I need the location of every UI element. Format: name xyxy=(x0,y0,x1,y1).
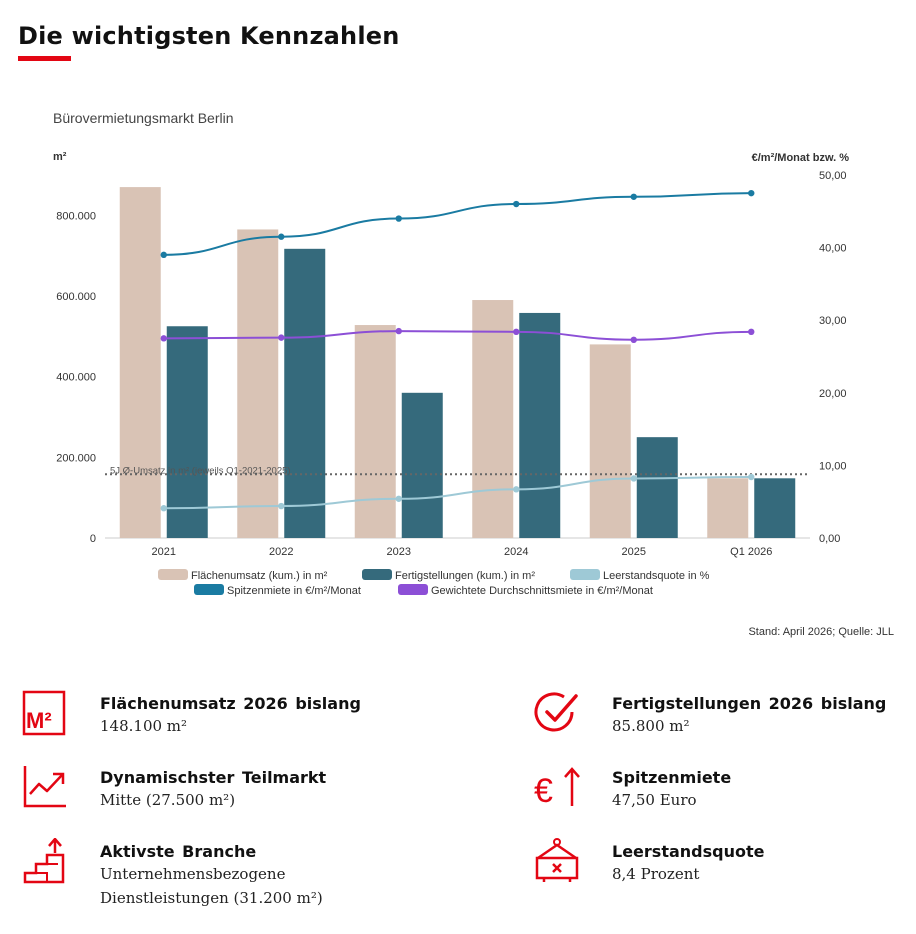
line-durchschnittsmiete xyxy=(163,330,752,341)
kpi-value: Mitte (27.500 m²) xyxy=(100,791,236,809)
kpi-value: Unternehmensbezogene xyxy=(100,865,286,883)
office-market-chart: Bürovermietungsmarkt Berlin m² €/m²/Mona… xyxy=(53,110,850,597)
legend-label: Fertigstellungen (kum.) in m² xyxy=(395,570,535,582)
point-spitzenmiete xyxy=(160,251,167,259)
point-durchschnittsmiete xyxy=(748,328,755,336)
y-right-tick-label: 30,00 xyxy=(819,315,847,327)
bar-fertigstellungen xyxy=(166,326,208,538)
point-spitzenmiete xyxy=(395,215,402,222)
bar-flaechenumsatz xyxy=(589,344,631,538)
bar-flaechenumsatz xyxy=(119,187,161,538)
title-accent-bar xyxy=(18,56,71,61)
x-tick-label: Q1 2026 xyxy=(730,546,772,558)
kpi-label: Dynamischster Teilmarkt xyxy=(100,768,327,787)
point-spitzenmiete xyxy=(513,200,520,208)
line-leerstandsquote xyxy=(163,476,752,510)
point-leerstandsquote xyxy=(630,475,637,482)
y-left-tick-label: 0 xyxy=(90,533,96,545)
kpi-label: Aktivste Branche xyxy=(100,842,257,861)
x-tick-label: 2022 xyxy=(269,546,293,558)
point-spitzenmiete xyxy=(278,233,285,240)
kpi-label: Leerstandsquote xyxy=(612,842,765,861)
kpi-label: Fertigstellungen 2026 bislang xyxy=(612,694,887,713)
y-right-tick-label: 50,00 xyxy=(819,170,847,182)
legend-swatch xyxy=(158,569,188,580)
line-spitzenmiete xyxy=(163,192,752,256)
point-leerstandsquote xyxy=(748,473,755,481)
m2-icon: M² xyxy=(22,690,66,736)
stairs-up-icon xyxy=(23,838,65,884)
y-left-tick-label: 400.000 xyxy=(56,372,96,384)
x-tick-label: 2024 xyxy=(504,546,528,558)
empty-sign-icon xyxy=(535,838,579,882)
svg-text:M²: M² xyxy=(26,708,52,733)
kpi-label: Spitzenmiete xyxy=(612,768,732,787)
x-tick-label: 2021 xyxy=(152,546,176,558)
source-note: Stand: April 2026; Quelle: JLL xyxy=(748,626,894,638)
point-spitzenmiete xyxy=(748,189,755,197)
kpi-value-line2: Dienstleistungen (31.200 m²) xyxy=(100,889,323,907)
y-left-tick-label: 200.000 xyxy=(56,452,96,464)
point-leerstandsquote xyxy=(513,486,520,493)
bar-flaechenumsatz xyxy=(354,325,396,538)
euro-up-icon: € xyxy=(534,767,580,810)
chart-title: Bürovermietungsmarkt Berlin xyxy=(53,110,234,126)
bar-fertigstellungen xyxy=(754,478,796,538)
legend-label: Spitzenmiete in €/m²/Monat xyxy=(227,585,361,597)
point-leerstandsquote xyxy=(395,495,402,502)
legend-swatch xyxy=(570,569,600,580)
legend-label: Leerstandsquote in % xyxy=(603,570,710,582)
bar-fertigstellungen xyxy=(401,392,443,538)
bar-flaechenumsatz xyxy=(237,229,279,538)
point-durchschnittsmiete xyxy=(395,327,402,335)
legend-swatch xyxy=(194,584,224,595)
point-leerstandsquote xyxy=(278,502,285,510)
reference-line-label: 5J Ø-Umsatz in m² (jeweils Q1-2021-2025) xyxy=(110,465,291,476)
point-durchschnittsmiete xyxy=(630,336,637,344)
y-right-tick-label: 40,00 xyxy=(819,243,847,255)
kpi-value: 85.800 m² xyxy=(612,717,690,735)
bar-flaechenumsatz xyxy=(707,478,749,538)
kpi-label: Flächenumsatz 2026 bislang xyxy=(100,694,361,713)
point-durchschnittsmiete xyxy=(278,334,285,341)
right-axis-label: €/m²/Monat bzw. % xyxy=(752,152,850,164)
page-title: Die wichtigsten Kennzahlen xyxy=(18,22,400,50)
kpi-value: 8,4 Prozent xyxy=(612,865,700,883)
point-leerstandsquote xyxy=(160,505,167,512)
y-right-tick-label: 10,00 xyxy=(819,460,847,472)
trend-chart-icon xyxy=(23,766,66,808)
y-left-tick-label: 600.000 xyxy=(56,291,96,303)
x-tick-label: 2025 xyxy=(622,546,646,558)
bar-fertigstellungen xyxy=(284,248,326,538)
y-right-tick-label: 20,00 xyxy=(819,388,847,400)
legend-label: Gewichtete Durchschnittsmiete in €/m²/Mo… xyxy=(431,585,653,597)
left-axis-label: m² xyxy=(53,151,67,163)
point-durchschnittsmiete xyxy=(513,328,520,336)
x-tick-label: 2023 xyxy=(387,546,411,558)
point-spitzenmiete xyxy=(630,193,637,200)
y-left-tick-label: 800.000 xyxy=(56,210,96,222)
legend-label: Flächenumsatz (kum.) in m² xyxy=(191,570,328,582)
svg-text:€: € xyxy=(534,772,553,810)
legend-swatch xyxy=(362,569,392,580)
bar-fertigstellungen xyxy=(636,437,678,538)
bar-flaechenumsatz xyxy=(472,300,514,538)
legend-swatch xyxy=(398,584,428,595)
check-circle-icon xyxy=(534,692,578,732)
y-right-tick-label: 0,00 xyxy=(819,533,840,545)
kpi-value: 148.100 m² xyxy=(100,717,188,735)
point-durchschnittsmiete xyxy=(160,335,167,342)
kpi-value: 47,50 Euro xyxy=(612,791,697,809)
bar-fertigstellungen xyxy=(519,312,561,538)
